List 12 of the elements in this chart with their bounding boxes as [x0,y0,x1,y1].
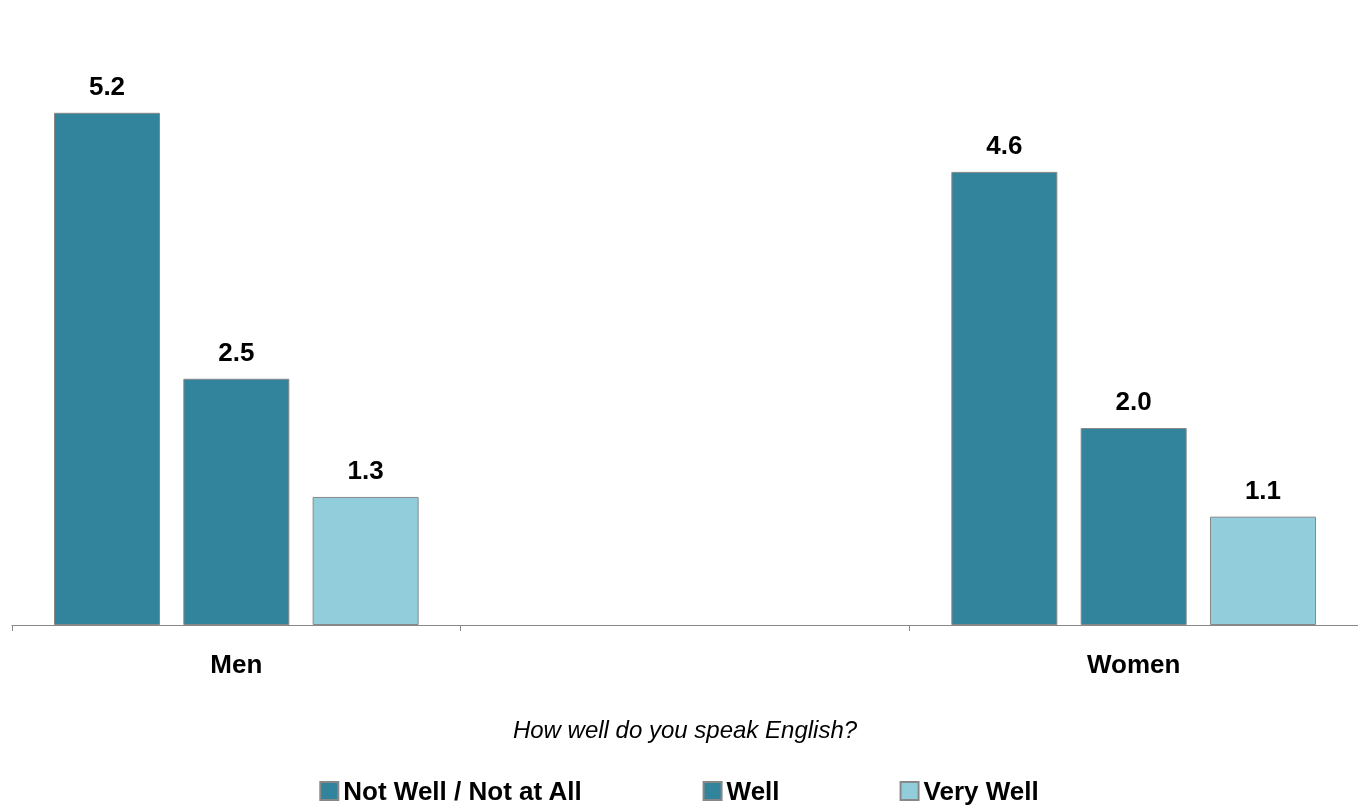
x-axis-title: How well do you speak English? [512,715,858,743]
legend-label: Very Well [923,776,1039,806]
x-tick-label: Men [210,649,263,679]
x-tick-label: Women [1086,649,1181,679]
legend-label: Not Well / Not at All [343,776,582,806]
data-label: 1.3 [347,454,384,485]
data-label: 5.2 [88,70,126,101]
data-label: 2.0 [1115,386,1152,416]
data-label: 4.6 [986,129,1023,160]
data-label: 2.5 [218,336,255,367]
legend-label: Well [726,776,780,806]
data-label: 1.1 [1244,474,1282,505]
